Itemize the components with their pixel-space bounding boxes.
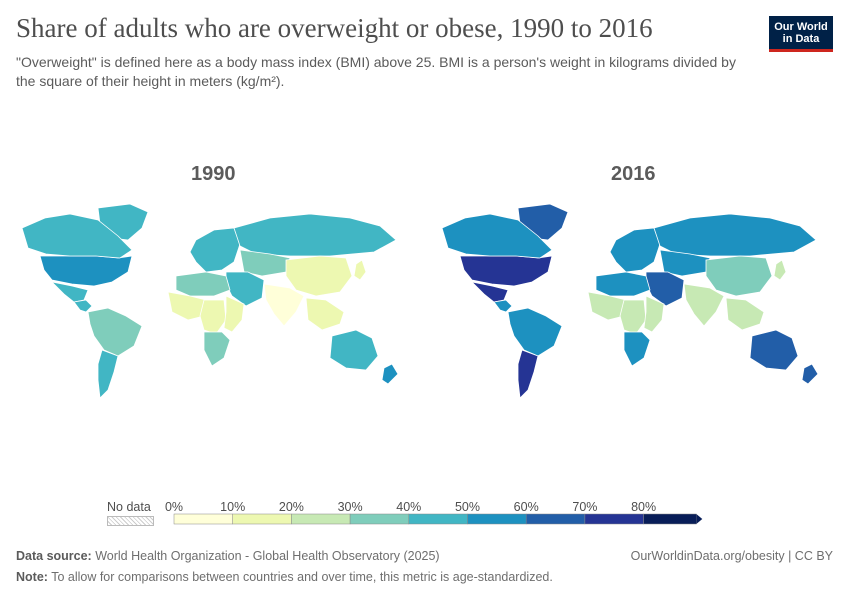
legend-bin-20-30[interactable] <box>291 513 351 525</box>
region-southeast-asia[interactable] <box>725 297 765 331</box>
legend-bin-10-20[interactable] <box>232 513 292 525</box>
chart-title: Share of adults who are overweight or ob… <box>16 13 653 43</box>
region-canada[interactable] <box>441 213 553 259</box>
legend-bin-60-70[interactable] <box>525 513 586 525</box>
legend-tick-40pct: 40% <box>396 500 422 514</box>
legend-tick-10pct: 10% <box>220 500 246 514</box>
region-south-asia[interactable] <box>683 283 725 327</box>
legend-tick-30pct: 30% <box>337 500 363 514</box>
region-japan[interactable] <box>353 259 367 281</box>
legend-tick-50pct: 50% <box>454 500 481 514</box>
region-south-asia[interactable] <box>263 283 305 327</box>
legend-no-data-swatch <box>107 516 154 526</box>
region-north-africa[interactable] <box>175 271 231 297</box>
region-new-zealand[interactable] <box>801 363 819 385</box>
region-east-africa[interactable] <box>223 295 245 333</box>
region-southern-cone[interactable] <box>97 349 119 399</box>
source-label: Data source: <box>16 549 92 563</box>
region-australia[interactable] <box>329 329 379 371</box>
region-southern-africa[interactable] <box>623 331 651 367</box>
region-china[interactable] <box>705 255 773 297</box>
region-southern-africa[interactable] <box>203 331 231 367</box>
region-southern-cone[interactable] <box>517 349 539 399</box>
legend-tick-0pct: 0% <box>164 500 184 514</box>
note-label: Note: <box>16 570 48 584</box>
world-maps <box>21 203 819 399</box>
region-europe[interactable] <box>189 227 241 273</box>
legend-tick-20pct: 20% <box>278 500 304 514</box>
owid-logo[interactable]: Our World in Data <box>769 16 833 52</box>
region-europe[interactable] <box>609 227 661 273</box>
logo-line-1: Our World <box>774 21 828 33</box>
region-north-america[interactable] <box>39 255 133 287</box>
legend-arrow <box>696 514 703 524</box>
legend-bin-50-60[interactable] <box>467 513 527 525</box>
region-south-america[interactable] <box>87 307 143 357</box>
legend-tick-70pct: 70% <box>572 500 598 514</box>
footnote: Note: To allow for comparisons between c… <box>16 570 553 584</box>
note-text: To allow for comparisons between countri… <box>51 570 553 584</box>
region-central-america[interactable] <box>493 299 513 313</box>
legend-bin-30-40[interactable] <box>349 513 410 525</box>
region-east-africa[interactable] <box>643 295 665 333</box>
region-russia[interactable] <box>653 213 817 257</box>
map-year-1990: 1990 <box>191 163 236 185</box>
legend-bin-40-50[interactable] <box>408 513 468 525</box>
legend-bin-80-100[interactable] <box>643 513 697 525</box>
region-china[interactable] <box>285 255 353 297</box>
source-text[interactable]: World Health Organization - Global Healt… <box>95 549 440 563</box>
map-2016 <box>441 203 819 399</box>
legend-bin-0-10[interactable] <box>173 513 233 525</box>
region-north-america[interactable] <box>459 255 553 287</box>
legend-no-data-label: No data <box>107 500 151 514</box>
region-north-africa[interactable] <box>595 271 651 297</box>
region-russia[interactable] <box>233 213 397 257</box>
source-url[interactable]: OurWorldinData.org/obesity | CC BY <box>630 549 833 563</box>
region-japan[interactable] <box>773 259 787 281</box>
chart-subtitle: "Overweight" is defined here as a body m… <box>16 54 736 89</box>
region-australia[interactable] <box>749 329 799 371</box>
region-central-africa[interactable] <box>619 299 647 335</box>
region-central-africa[interactable] <box>199 299 227 335</box>
region-canada[interactable] <box>21 213 133 259</box>
map-1990 <box>21 203 399 399</box>
legend-tick-60pct: 60% <box>513 500 539 514</box>
region-south-america[interactable] <box>507 307 563 357</box>
logo-line-2: in Data <box>782 33 820 45</box>
color-legend: No data 0% 10% 20% 30% 40% 50% 60% 70% 80% <box>0 496 850 536</box>
region-southeast-asia[interactable] <box>305 297 345 331</box>
region-central-america[interactable] <box>73 299 93 313</box>
legend-bar <box>173 513 703 525</box>
map-year-2016: 2016 <box>611 163 656 185</box>
legend-tick-80pct: 80% <box>631 500 657 514</box>
legend-bin-70-80[interactable] <box>584 513 644 525</box>
region-new-zealand[interactable] <box>381 363 399 385</box>
data-source: Data source: World Health Organization -… <box>16 549 440 563</box>
